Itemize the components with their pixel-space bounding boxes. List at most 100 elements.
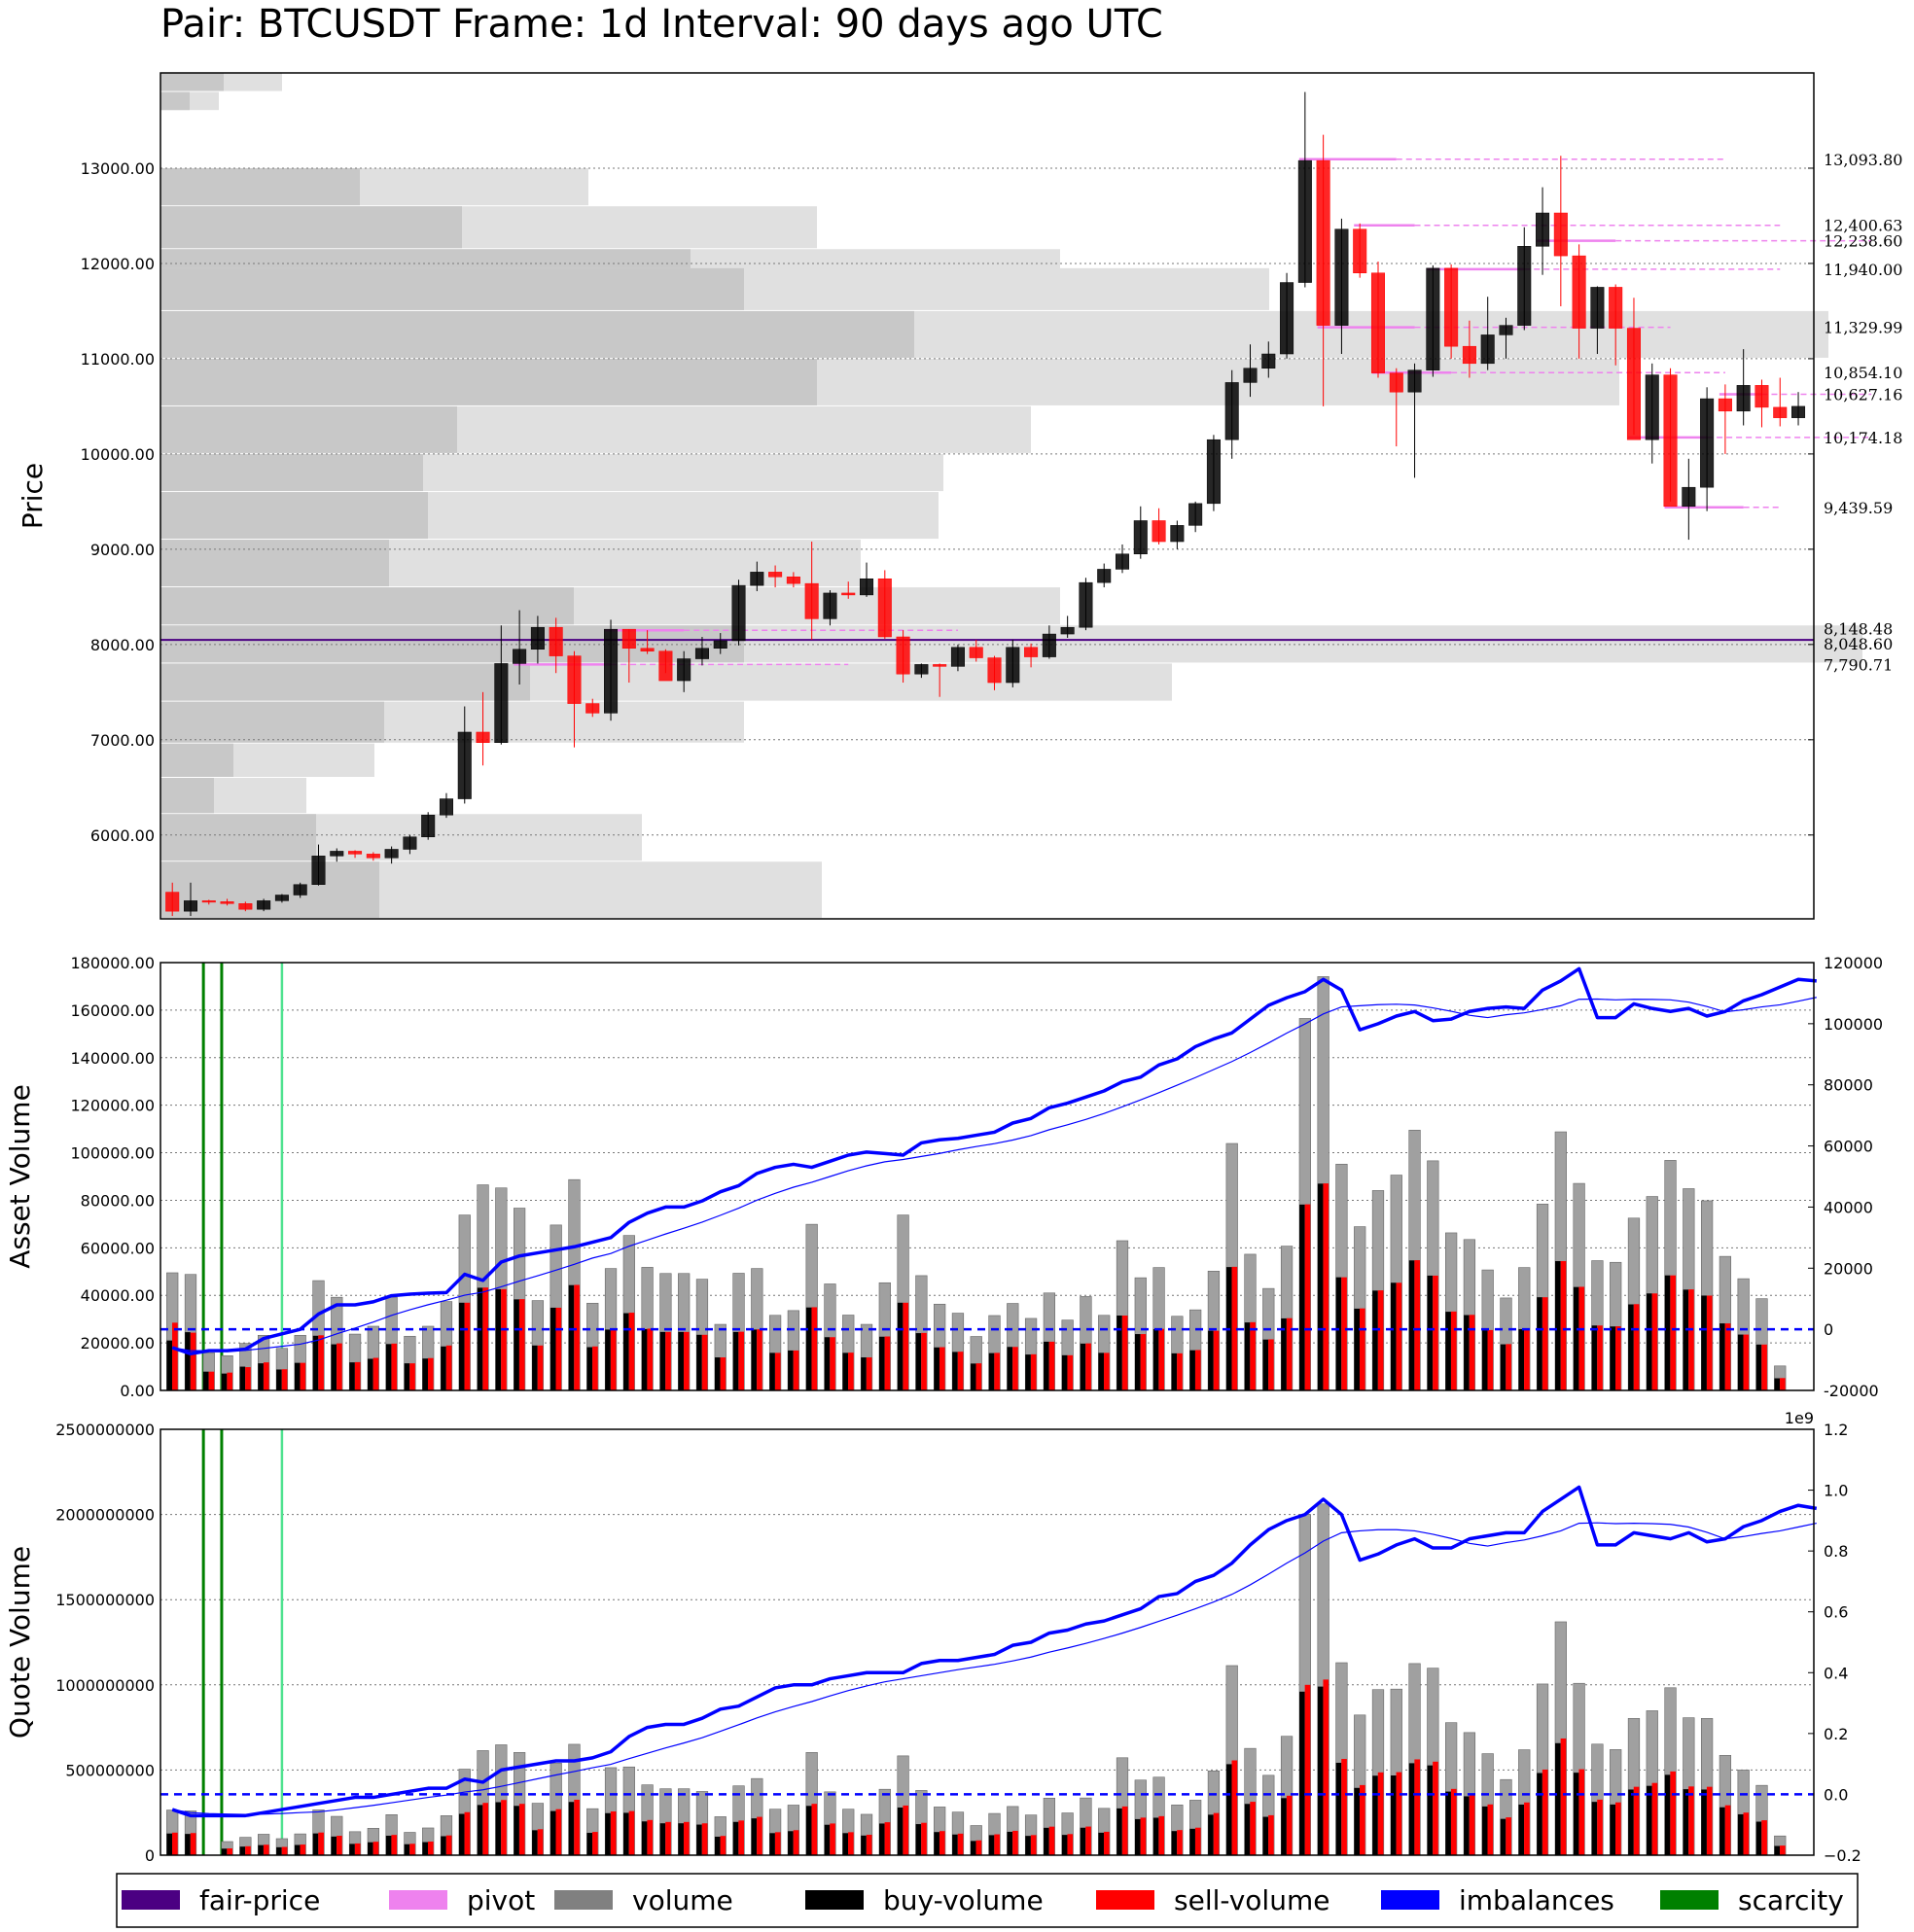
- buy-volume-bar: [1098, 1832, 1105, 1855]
- buy-volume-bar: [952, 1834, 958, 1855]
- buy-volume-bar: [1116, 1316, 1122, 1390]
- buy-volume-bar: [751, 1818, 758, 1855]
- sell-volume-bar: [1651, 1782, 1658, 1855]
- sell-volume-bar: [445, 1835, 452, 1855]
- candle-body: [1243, 368, 1258, 383]
- candle-body: [1261, 353, 1276, 369]
- candle-body: [238, 903, 253, 910]
- volume-profile-bar: [160, 91, 190, 111]
- sell-volume-bar: [1560, 1261, 1567, 1390]
- buy-volume-bar: [239, 1366, 246, 1390]
- sell-volume-bar: [1377, 1290, 1384, 1390]
- buy-volume-bar: [458, 1813, 465, 1855]
- candle-body: [530, 626, 545, 650]
- y-tick-label: 500000000: [65, 1761, 155, 1779]
- buy-volume-bar: [769, 1352, 775, 1390]
- sell-volume-bar: [921, 1822, 927, 1855]
- candle-body: [201, 900, 216, 903]
- candle-body: [1280, 282, 1294, 355]
- buy-volume-bar: [368, 1842, 373, 1855]
- volume-profile-bar: [160, 453, 423, 492]
- sell-volume-bar: [1231, 1266, 1238, 1390]
- buy-volume-bar: [988, 1835, 995, 1855]
- buy-volume-bar: [1610, 1326, 1615, 1390]
- sell-volume-bar: [300, 1844, 306, 1855]
- sell-volume-bar: [1268, 1339, 1274, 1390]
- sell-volume-bar: [1706, 1295, 1713, 1390]
- buy-volume-bar: [331, 1836, 337, 1855]
- candle-body: [1444, 267, 1459, 347]
- sell-volume-bar: [1067, 1354, 1074, 1390]
- candle-body: [658, 650, 673, 682]
- sell-volume-bar: [1194, 1827, 1201, 1855]
- sell-volume-bar: [1450, 1311, 1457, 1390]
- volume-profile-bar: [160, 267, 744, 310]
- candle-body: [1553, 212, 1568, 257]
- candle-body: [421, 814, 436, 837]
- buy-volume-bar: [1701, 1789, 1707, 1855]
- buy-volume-bar: [1080, 1343, 1086, 1390]
- candle-body: [1224, 382, 1239, 440]
- pivot-value-label: 10,174.18: [1824, 429, 1902, 447]
- buy-volume-bar: [1683, 1789, 1689, 1855]
- buy-volume-bar: [1537, 1297, 1542, 1390]
- sell-volume-bar: [1433, 1275, 1438, 1390]
- sell-volume-bar: [245, 1845, 251, 1855]
- sell-volume-bar: [830, 1823, 835, 1855]
- candle-body: [1133, 520, 1148, 555]
- buy-volume-bar: [732, 1331, 739, 1390]
- y-tick-label: 0.00: [120, 1382, 155, 1400]
- candle-body: [1206, 439, 1221, 505]
- sell-volume-bar: [1396, 1772, 1402, 1855]
- sell-volume-bar: [1633, 1786, 1640, 1855]
- candle-body: [403, 836, 417, 850]
- pivot-value-label: 9,439.59: [1824, 499, 1893, 517]
- y2-tick-label: 100000: [1824, 1015, 1883, 1034]
- sell-volume-bar: [263, 1362, 269, 1390]
- sell-volume-bar: [1341, 1277, 1347, 1390]
- sell-volume-bar: [939, 1347, 945, 1390]
- buy-volume-bar: [915, 1333, 922, 1390]
- buy-volume-bar: [788, 1831, 794, 1855]
- sell-volume-bar: [1487, 1329, 1494, 1390]
- sell-volume-bar: [1377, 1772, 1384, 1855]
- candle-body: [330, 851, 344, 857]
- candle-body: [476, 731, 490, 743]
- sell-volume-bar: [1761, 1820, 1767, 1855]
- buy-volume-bar: [1281, 1317, 1287, 1390]
- sell-volume-bar: [592, 1832, 598, 1855]
- y-tick-label: 20000.00: [81, 1334, 155, 1352]
- y-tick-label: 0: [145, 1846, 155, 1865]
- sell-volume-bar: [1724, 1323, 1731, 1390]
- sell-volume-bar: [1578, 1286, 1585, 1390]
- sell-volume-bar: [281, 1369, 288, 1390]
- buy-volume-bar: [568, 1802, 575, 1855]
- sell-volume-bar: [1615, 1326, 1621, 1390]
- buy-volume-bar: [1152, 1328, 1159, 1390]
- sell-volume-bar: [1743, 1812, 1750, 1855]
- sell-volume-bar: [227, 1847, 233, 1855]
- buy-volume-bar: [1025, 1836, 1031, 1855]
- candle-body: [457, 731, 472, 799]
- sell-volume-bar: [793, 1830, 799, 1855]
- buy-volume-bar: [532, 1345, 538, 1390]
- buy-volume-bar: [514, 1806, 519, 1855]
- y2-tick-label: 0.6: [1824, 1603, 1848, 1622]
- sell-volume-bar: [555, 1809, 562, 1855]
- sell-volume-bar: [774, 1832, 781, 1855]
- candle-body: [1060, 626, 1075, 635]
- buy-volume-bar: [788, 1350, 794, 1390]
- volume-profile-bar: [160, 814, 316, 861]
- sell-volume-bar: [720, 1836, 727, 1855]
- buy-volume-bar: [1664, 1275, 1671, 1390]
- buy-volume-bar: [1189, 1828, 1195, 1855]
- pivot-value-label: 12,238.60: [1824, 232, 1902, 251]
- buy-volume-bar: [1591, 1802, 1598, 1855]
- buy-volume-bar: [1427, 1275, 1434, 1390]
- sell-volume-bar: [354, 1361, 361, 1390]
- y2-tick-label: -20000: [1824, 1382, 1879, 1400]
- candle-body: [1480, 334, 1495, 365]
- y2-tick-label: 0.2: [1824, 1725, 1848, 1743]
- sell-volume-bar: [1048, 1826, 1055, 1855]
